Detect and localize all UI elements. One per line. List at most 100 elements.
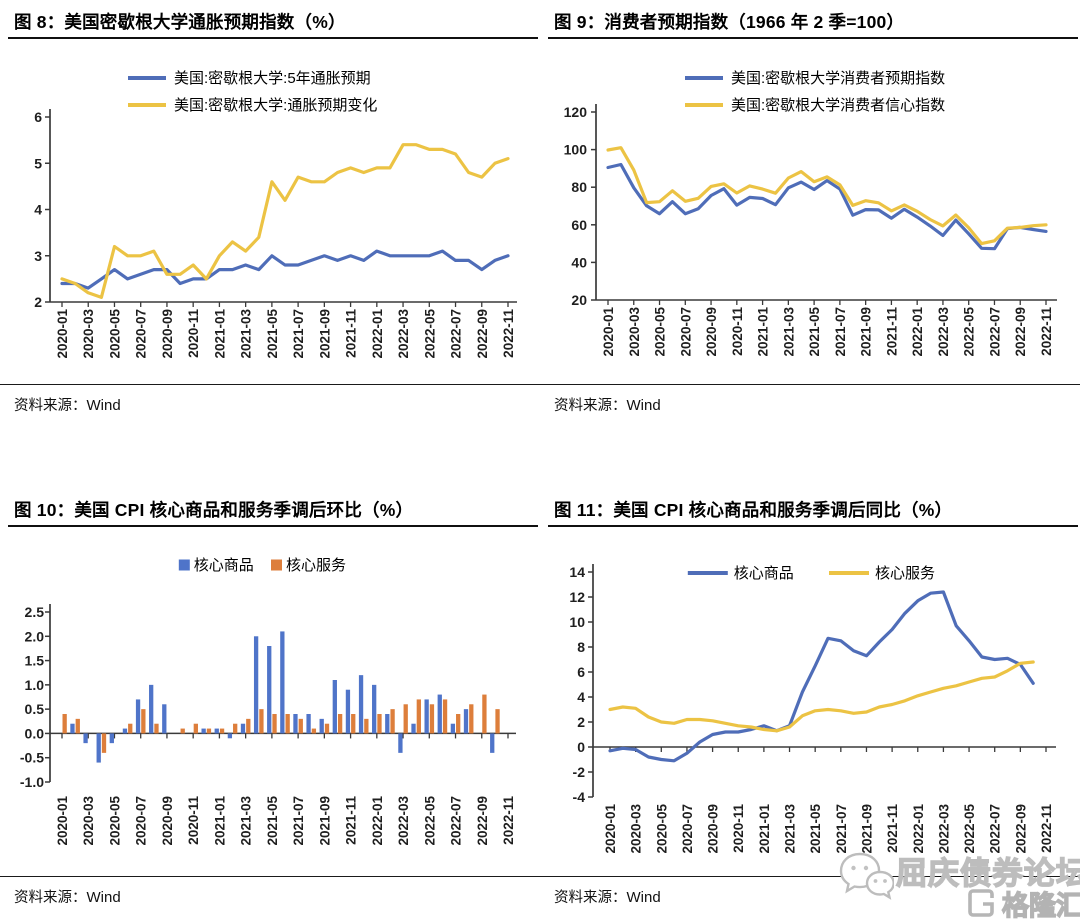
source-value: Wind: [626, 397, 661, 414]
svg-text:2022-01: 2022-01: [370, 309, 385, 359]
figure-10-title: 图 10：美国 CPI 核心商品和服务季调后环比（%）: [14, 500, 414, 520]
svg-text:-1.0: -1.0: [20, 774, 44, 790]
svg-text:美国:密歇根大学:通胀预期变化: 美国:密歇根大学:通胀预期变化: [174, 97, 377, 114]
figure-11-chart: -4 -2 0 2 4 6 8 10 12 14 2020-01 2020-03 2020-05 2020…: [569, 564, 1056, 854]
svg-text:40: 40: [571, 254, 587, 270]
svg-text:2: 2: [577, 714, 585, 730]
svg-text:2022-09: 2022-09: [1013, 307, 1028, 357]
source-label: 资料来源：: [14, 398, 87, 414]
figure-9-source: 资料来源：Wind: [554, 394, 661, 415]
svg-text:2020-05: 2020-05: [654, 804, 669, 854]
svg-text:2022-07: 2022-07: [449, 796, 464, 846]
svg-text:2022-01: 2022-01: [370, 796, 385, 846]
svg-text:2020-09: 2020-09: [160, 309, 175, 359]
svg-text:2021-05: 2021-05: [808, 804, 823, 854]
svg-text:2021-03: 2021-03: [781, 307, 796, 357]
source-label: 资料来源：: [554, 398, 627, 414]
svg-text:2020-09: 2020-09: [704, 307, 719, 357]
svg-text:美国:密歇根大学消费者预期指数: 美国:密歇根大学消费者预期指数: [731, 70, 945, 87]
svg-text:100: 100: [564, 142, 588, 158]
svg-text:2021-09: 2021-09: [859, 804, 874, 854]
svg-text:1.5: 1.5: [25, 653, 45, 669]
figure-9-panel: 图 9：消费者预期指数（1966 年 2 季=100） 20 40 60 80 100 1…: [540, 0, 1080, 460]
svg-text:2020-03: 2020-03: [629, 804, 644, 854]
svg-text:2021-07: 2021-07: [291, 796, 306, 846]
figure-10-panel: 图 10：美国 CPI 核心商品和服务季调后环比（%） -1.0 -0.5 0.0 0…: [0, 488, 540, 921]
source-value: Wind: [626, 889, 661, 906]
svg-text:4: 4: [34, 202, 42, 218]
source-value: Wind: [86, 397, 121, 414]
svg-text:2021-11: 2021-11: [885, 804, 900, 853]
source-value: Wind: [86, 889, 121, 906]
svg-text:2020-05: 2020-05: [653, 307, 668, 357]
svg-text:2020-11: 2020-11: [186, 309, 201, 358]
svg-text:2022-09: 2022-09: [475, 796, 490, 846]
svg-text:5: 5: [34, 155, 42, 171]
svg-text:2022-03: 2022-03: [396, 309, 411, 359]
svg-text:2020-01: 2020-01: [603, 804, 618, 854]
svg-text:核心服务: 核心服务: [875, 565, 935, 582]
svg-text:2021-01: 2021-01: [756, 307, 771, 357]
svg-text:2021-05: 2021-05: [807, 307, 822, 357]
svg-text:2020-11: 2020-11: [730, 307, 745, 356]
svg-text:2022-03: 2022-03: [936, 307, 951, 357]
svg-text:14: 14: [569, 564, 585, 580]
svg-text:10: 10: [569, 614, 585, 630]
svg-text:2: 2: [34, 294, 42, 310]
svg-text:2020-07: 2020-07: [134, 309, 149, 359]
svg-text:2020-03: 2020-03: [627, 307, 642, 357]
figure-9-title: 图 9：消费者预期指数（1966 年 2 季=100）: [554, 12, 905, 32]
svg-text:2020-09: 2020-09: [706, 804, 721, 854]
svg-text:0.0: 0.0: [25, 725, 45, 741]
svg-text:2021-07: 2021-07: [291, 309, 306, 359]
figure-11-source-rule: [540, 876, 1080, 877]
svg-text:2022-03: 2022-03: [936, 804, 951, 854]
svg-text:60: 60: [571, 217, 587, 233]
source-label: 资料来源：: [14, 890, 87, 906]
svg-text:2020-11: 2020-11: [186, 796, 201, 845]
svg-text:2021-07: 2021-07: [833, 307, 848, 357]
figure-11-source: 资料来源：Wind: [554, 886, 661, 907]
source-label: 资料来源：: [554, 890, 627, 906]
svg-text:2022-09: 2022-09: [1013, 804, 1028, 854]
figure-9-chart: 20 40 60 80 100 120 2020-01 2020-03 2020-05 2020-…: [564, 70, 1057, 357]
figure-8-source: 资料来源：Wind: [14, 394, 121, 415]
svg-text:2020-07: 2020-07: [678, 307, 693, 357]
svg-text:2020-03: 2020-03: [81, 796, 96, 846]
svg-text:6: 6: [577, 664, 585, 680]
svg-text:2022-01: 2022-01: [911, 804, 926, 854]
figure-11-title: 图 11：美国 CPI 核心商品和服务季调后同比（%）: [554, 500, 953, 520]
svg-text:2022-05: 2022-05: [422, 309, 437, 359]
svg-text:2021-03: 2021-03: [239, 309, 254, 359]
svg-text:2022-07: 2022-07: [988, 804, 1003, 854]
svg-text:2022-07: 2022-07: [987, 307, 1002, 357]
svg-text:2021-11: 2021-11: [344, 309, 359, 358]
svg-text:2021-05: 2021-05: [265, 796, 280, 846]
svg-text:-0.5: -0.5: [20, 750, 44, 766]
svg-text:美国:密歇根大学消费者信心指数: 美国:密歇根大学消费者信心指数: [731, 97, 945, 114]
figure-11-panel: 图 11：美国 CPI 核心商品和服务季调后同比（%） -4 -2 0 2 4 6 8 10 1…: [540, 488, 1080, 921]
svg-text:0.5: 0.5: [25, 701, 45, 717]
svg-text:2022-01: 2022-01: [910, 307, 925, 357]
svg-text:2.5: 2.5: [25, 604, 45, 620]
svg-text:2022-05: 2022-05: [422, 796, 437, 846]
svg-text:120: 120: [564, 104, 588, 120]
svg-text:20: 20: [571, 292, 587, 308]
svg-text:2022-09: 2022-09: [475, 309, 490, 359]
figure-9-title-rule: [548, 37, 1078, 39]
svg-text:6: 6: [34, 109, 42, 125]
svg-text:2020-07: 2020-07: [680, 804, 695, 854]
svg-text:核心商品: 核心商品: [734, 565, 794, 582]
svg-text:80: 80: [571, 179, 587, 195]
svg-text:2022-11: 2022-11: [1039, 307, 1054, 356]
figure-10-chart: -1.0 -0.5 0.0 0.5 1.0 1.5 2.0 2.5 2020-01 2020-03…: [20, 557, 516, 846]
svg-text:3: 3: [34, 248, 42, 264]
svg-text:2020-05: 2020-05: [107, 796, 122, 846]
svg-text:2020-01: 2020-01: [601, 307, 616, 357]
svg-text:2021-01: 2021-01: [212, 796, 227, 846]
svg-text:2021-09: 2021-09: [859, 307, 874, 357]
svg-text:12: 12: [569, 589, 585, 605]
svg-text:2022-11: 2022-11: [501, 796, 516, 845]
svg-text:-2: -2: [573, 764, 586, 780]
figure-8-source-rule: [0, 384, 540, 385]
